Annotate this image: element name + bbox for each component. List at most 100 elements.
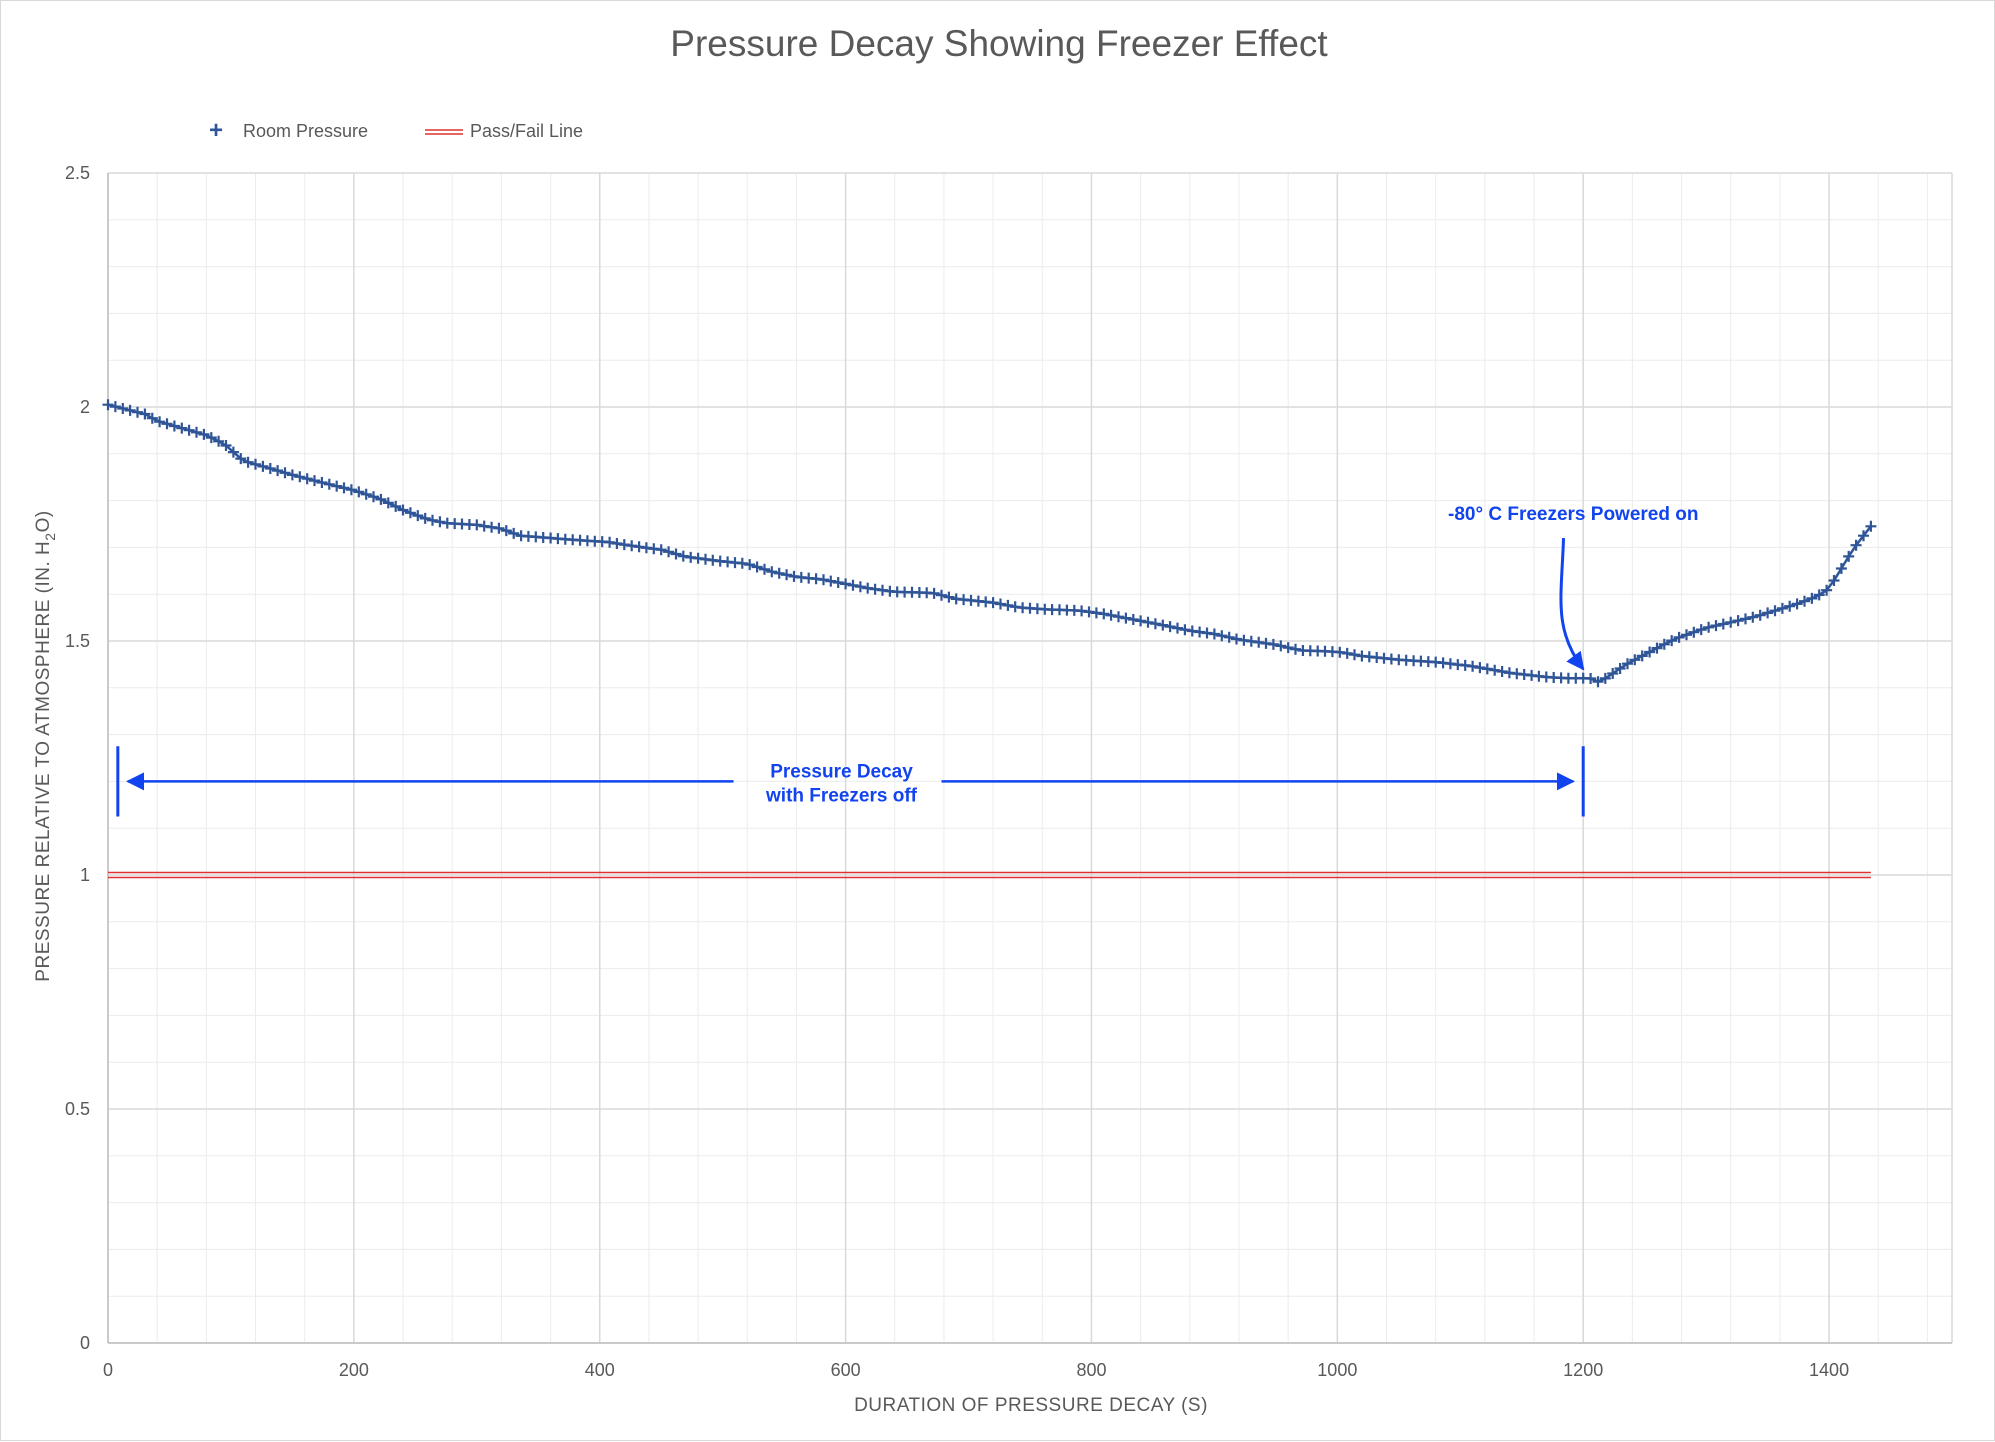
- data-point-marker: [825, 575, 837, 587]
- data-point-marker: [109, 401, 121, 413]
- annotation-decay-label-line2: with Freezers off: [765, 785, 918, 806]
- data-point-marker: [1142, 616, 1154, 628]
- data-point-marker: [1467, 660, 1479, 672]
- data-point-marker: [1481, 663, 1493, 675]
- data-point-marker: [781, 569, 793, 581]
- data-point-marker: [670, 548, 682, 560]
- data-point-marker: [168, 420, 180, 432]
- data-point-marker: [1341, 647, 1353, 659]
- y-axis-title-subscript: 2: [42, 532, 58, 540]
- legend: + Room Pressure Pass/Fail Line: [209, 117, 583, 144]
- data-point-marker: [1496, 666, 1508, 677]
- data-point-marker: [854, 581, 866, 593]
- data-point-marker: [1629, 654, 1641, 666]
- data-point-marker: [368, 491, 379, 503]
- data-point-marker: [1614, 663, 1626, 674]
- data-point-marker: [338, 482, 350, 494]
- data-point-marker: [1098, 608, 1110, 620]
- data-point-marker: [604, 536, 616, 548]
- x-tick-label: 1400: [1809, 1360, 1849, 1380]
- data-point-marker: [1172, 622, 1183, 634]
- data-point-marker: [1216, 630, 1228, 642]
- data-point-marker: [375, 493, 387, 505]
- data-point-marker: [1231, 633, 1242, 645]
- annotation-freezers-on: -80° C Freezers Powered on: [1448, 504, 1698, 525]
- y-tick-label: 0.5: [65, 1099, 90, 1119]
- data-point-marker: [500, 525, 512, 537]
- data-point-marker: [987, 597, 999, 609]
- data-point-marker: [1290, 643, 1301, 655]
- data-point-marker: [1865, 520, 1877, 532]
- annotation-freezers-arrow: [1559, 537, 1585, 671]
- data-point-marker: [272, 465, 284, 477]
- data-point-marker: [360, 488, 372, 500]
- data-point-marker: [751, 561, 763, 573]
- data-point-marker: [1208, 628, 1220, 640]
- data-point-marker: [773, 567, 785, 579]
- x-tick-label: 800: [1076, 1360, 1106, 1380]
- data-point-marker: [183, 424, 195, 436]
- y-axis-tick-labels: 0 0.5 1 1.5 2 2.5: [65, 163, 90, 1353]
- data-point-marker: [1253, 636, 1265, 648]
- data-point-marker: [1799, 595, 1810, 607]
- axis-lines: [107, 173, 1952, 1344]
- data-point-marker: [1821, 584, 1833, 596]
- data-point-marker: [1267, 638, 1279, 650]
- data-point-marker: [1806, 592, 1818, 604]
- data-point-marker: [139, 408, 151, 420]
- annotations: -80° C Freezers Powered on Pressure Deca…: [116, 504, 1698, 817]
- data-point-marker: [132, 406, 143, 418]
- data-point-marker: [1113, 611, 1124, 623]
- x-tick-label: 0: [103, 1360, 113, 1380]
- data-point-marker: [205, 432, 217, 444]
- data-point-marker: [1732, 615, 1744, 627]
- y-axis-title-suffix: O): [33, 510, 54, 532]
- data-point-marker: [412, 510, 424, 522]
- data-point-marker: [1127, 614, 1139, 625]
- data-point-marker: [1843, 550, 1855, 562]
- y-axis-title-main: PRESSURE RELATIVE TO ATMOSPHERE (IN. H: [33, 541, 54, 982]
- data-point-marker: [663, 546, 675, 558]
- data-point-marker: [1474, 662, 1486, 674]
- data-point-marker: [1282, 642, 1294, 654]
- data-point-marker: [294, 471, 306, 483]
- data-point-marker: [124, 404, 136, 416]
- data-point-marker: [161, 418, 173, 430]
- data-point-marker: [279, 467, 291, 479]
- data-point-marker: [242, 456, 254, 468]
- data-point-marker: [301, 473, 313, 485]
- data-point-marker: [323, 478, 335, 490]
- x-tick-label: 1000: [1317, 1360, 1357, 1380]
- data-point-marker: [1651, 642, 1663, 654]
- data-point-marker: [102, 399, 114, 411]
- data-point-marker: [176, 422, 188, 434]
- data-point-marker: [1740, 613, 1751, 625]
- data-point-marker: [1725, 616, 1737, 628]
- chart-title: Pressure Decay Showing Freezer Effect: [670, 23, 1328, 64]
- y-tick-label: 2: [80, 397, 90, 417]
- data-point-marker: [1622, 658, 1633, 670]
- data-point-marker: [677, 550, 689, 562]
- data-point-marker: [1599, 672, 1611, 684]
- data-point-marker: [832, 577, 844, 588]
- data-point-marker: [264, 463, 276, 474]
- data-point-marker: [1813, 589, 1825, 601]
- data-point-marker: [316, 477, 328, 488]
- y-tick-label: 2.5: [65, 163, 90, 183]
- data-point-marker: [1585, 673, 1597, 684]
- data-point-marker: [146, 412, 158, 424]
- data-point-marker: [847, 579, 859, 591]
- data-point-marker: [1666, 635, 1678, 647]
- data-point-marker: [840, 578, 852, 590]
- legend-marker-room-pressure: +: [209, 117, 223, 144]
- data-point-marker: [766, 566, 778, 578]
- data-point-marker: [419, 512, 431, 524]
- data-point-marker: [213, 435, 225, 447]
- data-point-marker: [227, 446, 239, 458]
- x-axis-tick-labels: 0 200 400 600 800 1000 1200 1400: [103, 1360, 1849, 1380]
- data-point-marker: [220, 440, 232, 451]
- data-point-marker: [1489, 664, 1501, 676]
- data-point-marker: [1607, 668, 1619, 679]
- data-point-marker: [434, 516, 446, 528]
